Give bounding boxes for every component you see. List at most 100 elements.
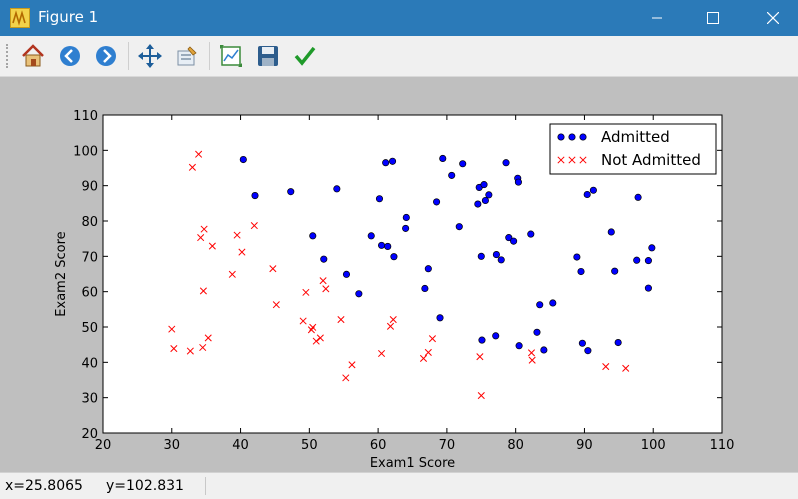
admitted-point	[390, 253, 398, 261]
home-icon	[22, 44, 44, 67]
back-button[interactable]	[55, 41, 85, 71]
legend-marker	[557, 156, 565, 164]
maximize-button[interactable]	[690, 0, 736, 36]
admitted-point	[424, 265, 432, 273]
admitted-point	[611, 267, 619, 275]
data-marks	[168, 150, 656, 400]
subplots-button[interactable]	[216, 41, 246, 71]
admitted-point	[583, 190, 591, 199]
admitted-point	[402, 213, 410, 222]
home-button[interactable]	[18, 41, 48, 71]
not-admitted-point	[200, 225, 208, 233]
x-tick-label: 90	[576, 438, 593, 453]
minimize-icon	[652, 17, 662, 19]
not-admitted-point	[337, 316, 345, 324]
admitted-point	[367, 232, 375, 240]
legend: Admitted Not Admitted	[549, 123, 717, 175]
not-admitted-point	[250, 222, 258, 230]
admitted-point	[589, 186, 597, 194]
x-tick-label: 30	[164, 438, 181, 453]
zoom-button[interactable]	[172, 41, 202, 71]
not-admitted-point	[302, 288, 310, 296]
forward-button[interactable]	[91, 41, 121, 71]
not-admitted-point	[428, 335, 436, 343]
not-admitted-point	[528, 356, 536, 364]
app-icon	[10, 8, 30, 28]
not-admitted-point	[168, 325, 176, 333]
not-admitted-point	[186, 347, 194, 355]
status-divider	[205, 477, 206, 495]
admitted-point	[540, 346, 548, 354]
admitted-point	[384, 242, 392, 250]
legend-label: Not Admitted	[601, 151, 701, 169]
cursor-y-readout: y=102.831	[106, 478, 184, 494]
y-tick-label: 70	[81, 250, 98, 265]
not-admitted-point	[312, 337, 320, 345]
admitted-point	[644, 284, 652, 292]
x-tick-label: 110	[710, 438, 735, 453]
admitted-point	[459, 160, 467, 168]
admitted-point	[533, 328, 541, 336]
not-admitted-point	[622, 364, 630, 372]
forward-icon	[96, 46, 116, 66]
admitted-point	[514, 178, 522, 186]
y-tick-label: 100	[73, 144, 98, 159]
admitted-point	[634, 193, 642, 201]
admitted-point	[607, 228, 615, 236]
admitted-point	[644, 257, 652, 265]
admitted-point	[436, 314, 444, 322]
window-title: Figure 1	[38, 8, 99, 26]
figure-canvas[interactable]: 20 30 40 50 60 70 80 90 100 110 20 30 40 50 60 70 80 90 10…	[0, 76, 798, 472]
x-tick-label: 80	[507, 438, 524, 453]
pan-icon	[138, 44, 162, 68]
status-bar: x=25.8065 y=102.831	[0, 472, 798, 499]
admitted-point	[375, 195, 384, 203]
y-tick-label: 20	[81, 427, 98, 442]
y-tick-label: 110	[73, 109, 98, 124]
cursor-x-readout: x=25.8065	[5, 478, 83, 494]
admitted-point	[477, 252, 485, 260]
y-tick-label: 60	[81, 286, 98, 301]
not-admitted-point	[319, 277, 327, 285]
not-admitted-point	[188, 163, 196, 171]
admitted-point	[478, 336, 486, 344]
edit-axis-button[interactable]	[290, 41, 320, 71]
y-tick-label: 80	[81, 215, 98, 230]
legend-marker	[579, 133, 587, 141]
not-admitted-point	[233, 231, 241, 239]
not-admitted-point	[199, 287, 207, 295]
not-admitted-point	[272, 301, 280, 309]
admitted-point	[439, 154, 447, 163]
zoom-icon	[177, 46, 197, 66]
not-admitted-point	[477, 391, 485, 400]
admitted-point	[474, 200, 482, 208]
not-admitted-point	[348, 361, 356, 369]
title-bar: Figure 1	[0, 0, 798, 36]
not-admitted-point	[269, 265, 277, 273]
x-tick-label: 60	[370, 438, 387, 453]
not-admitted-point	[386, 322, 395, 330]
not-admitted-point	[377, 349, 386, 358]
subplots-icon	[220, 45, 242, 67]
admitted-point	[497, 256, 505, 264]
close-button[interactable]	[750, 0, 796, 36]
admitted-point	[382, 159, 390, 167]
legend-box	[549, 123, 717, 175]
not-admitted-point	[197, 234, 205, 242]
admitted-point	[433, 198, 441, 206]
admitted-point	[402, 224, 410, 232]
admitted-point	[481, 196, 489, 205]
y-axis-label: Exam2 Score	[54, 231, 69, 316]
save-button[interactable]	[253, 41, 283, 71]
x-tick-label: 70	[439, 438, 456, 453]
admitted-point	[355, 290, 363, 298]
not-admitted-point	[342, 374, 350, 382]
pan-button[interactable]	[135, 41, 165, 71]
x-tick-label: 40	[232, 438, 249, 453]
admitted-point	[584, 347, 592, 355]
minimize-button[interactable]	[634, 0, 680, 36]
not-admitted-point	[228, 270, 236, 278]
admitted-point	[485, 191, 493, 199]
admitted-point	[333, 185, 341, 193]
checkmark-icon	[294, 46, 316, 66]
